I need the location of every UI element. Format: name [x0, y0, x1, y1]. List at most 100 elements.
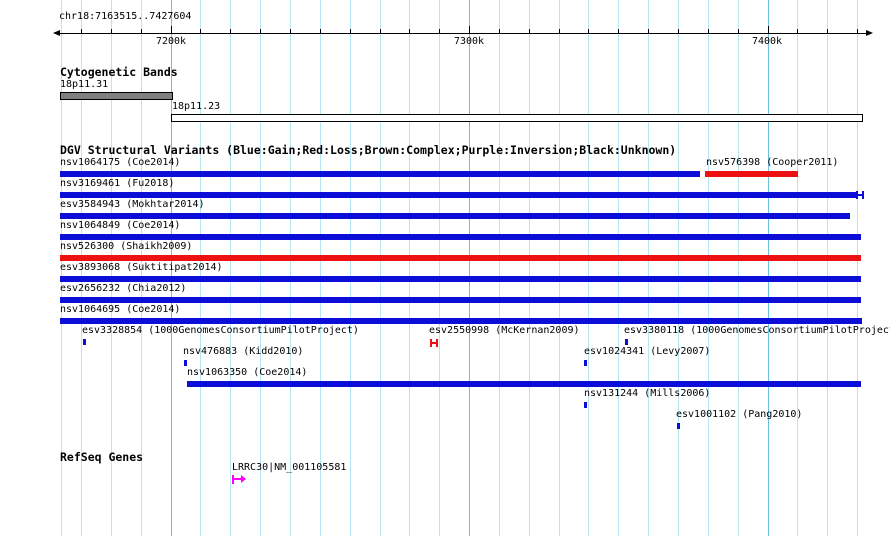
gridline-minor [230, 0, 231, 536]
ruler-tick [768, 26, 769, 33]
ruler-tick [827, 29, 828, 33]
ruler-tick [200, 29, 201, 33]
gridline-major [171, 0, 172, 536]
ruler-axis-line [60, 33, 866, 34]
variant-bar[interactable] [60, 297, 861, 303]
gridline-major [469, 0, 470, 536]
gridline-minor [588, 0, 589, 536]
gridline-minor [529, 0, 530, 536]
ruler-tick [678, 29, 679, 33]
ruler-left-arrow-icon [53, 30, 60, 36]
gridline-minor [499, 0, 500, 536]
ruler-right-arrow-icon [866, 30, 873, 36]
ruler-tick [260, 29, 261, 33]
ruler-tick [320, 29, 321, 33]
variant-label[interactable]: nsv576398 (Cooper2011) [706, 157, 839, 168]
variant-end-h-glyph[interactable] [856, 191, 864, 199]
ruler-tick [529, 29, 530, 33]
variant-label[interactable]: esv3584943 (Mokhtar2014) [60, 199, 205, 210]
variant-tick[interactable] [625, 339, 628, 345]
gridline-minor [260, 0, 261, 536]
gridline-minor [827, 0, 828, 536]
variant-label[interactable]: esv3328854 (1000GenomesConsortiumPilotPr… [82, 325, 359, 336]
ruler-tick [290, 29, 291, 33]
variant-label[interactable]: esv2656232 (Chia2012) [60, 283, 187, 294]
variant-tick[interactable] [584, 360, 587, 366]
gridline-minor [409, 0, 410, 536]
gridline-minor [618, 0, 619, 536]
variant-bar[interactable] [187, 381, 861, 387]
ruler-tick [81, 29, 82, 33]
cytoband-bar [171, 114, 863, 122]
variant-tick[interactable] [184, 360, 187, 366]
gridline-minor [290, 0, 291, 536]
ruler-tick [797, 29, 798, 33]
variant-bar[interactable] [60, 255, 861, 261]
variant-label[interactable]: nsv1063350 (Coe2014) [187, 367, 308, 378]
variant-label[interactable]: esv3893068 (Suktitipat2014) [60, 262, 223, 273]
variant-label[interactable]: nsv131244 (Mills2006) [584, 388, 711, 399]
cytogenetic-bands-title: Cytogenetic Bands [60, 65, 178, 79]
gridline-minor [81, 0, 82, 536]
gene-start-stem [232, 475, 234, 484]
variant-tick[interactable] [677, 423, 680, 429]
variant-label[interactable]: nsv3169461 (Fu2018) [60, 178, 175, 189]
ruler-tick-label: 7200k [155, 36, 187, 47]
ruler-tick [409, 29, 410, 33]
gridline-minor [141, 0, 142, 536]
ruler-tick [499, 29, 500, 33]
gridline-minor [738, 0, 739, 536]
variant-label[interactable]: nsv526300 (Shaikh2009) [60, 241, 193, 252]
ruler-tick [469, 26, 470, 33]
cytoband-label: 18p11.31 [60, 79, 109, 90]
ruler-tick [618, 29, 619, 33]
gridline-minor [350, 0, 351, 536]
ruler-tick-label: 7400k [751, 36, 783, 47]
variant-label[interactable]: nsv476883 (Kidd2010) [183, 346, 304, 357]
gene-strand-line [234, 478, 241, 480]
ruler-tick [439, 29, 440, 33]
variant-label[interactable]: esv3380118 (1000GenomesConsortiumPilotPr… [624, 325, 890, 336]
variant-bar[interactable] [705, 171, 798, 177]
variant-bar[interactable] [60, 234, 861, 240]
ruler-tick [648, 29, 649, 33]
gridline-minor [678, 0, 679, 536]
ruler-tick [708, 29, 709, 33]
ruler-tick [380, 29, 381, 33]
gridline-minor [559, 0, 560, 536]
variant-bar[interactable] [60, 276, 861, 282]
variant-label[interactable]: esv1001102 (Pang2010) [676, 409, 803, 420]
cytoband-label: 18p11.23 [172, 101, 221, 112]
variant-label[interactable]: esv2550998 (McKernan2009) [429, 325, 580, 336]
variant-tick[interactable] [83, 339, 86, 345]
ruler-tick [230, 29, 231, 33]
variant-bar[interactable] [60, 318, 862, 324]
ruler-tick [171, 26, 172, 33]
ruler-tick [111, 29, 112, 33]
dgv-track-title: DGV Structural Variants (Blue:Gain;Red:L… [60, 143, 677, 157]
variant-label[interactable]: esv1024341 (Levy2007) [584, 346, 711, 357]
gridline-minor [648, 0, 649, 536]
cytoband-bar [60, 92, 173, 100]
gridline-minor [320, 0, 321, 536]
gene-label[interactable]: LRRC30|NM_001105581 [232, 462, 347, 473]
variant-bar[interactable] [60, 213, 850, 219]
variant-label[interactable]: nsv1064175 (Coe2014) [60, 157, 181, 168]
ruler-tick [857, 29, 858, 33]
ruler-tick [738, 29, 739, 33]
gridline-minor [857, 0, 858, 536]
variant-bar[interactable] [60, 192, 856, 198]
gene-arrow-glyph[interactable] [232, 475, 246, 484]
variant-label[interactable]: nsv1064849 (Coe2014) [60, 220, 181, 231]
variant-bar[interactable] [60, 171, 700, 177]
gridline-minor [797, 0, 798, 536]
ruler-tick [141, 29, 142, 33]
variant-tick[interactable] [584, 402, 587, 408]
variant-label[interactable]: nsv1064695 (Coe2014) [60, 304, 181, 315]
ruler-tick-label: 7300k [453, 36, 485, 47]
variant-h-glyph[interactable] [430, 339, 438, 347]
gene-strand-arrowhead-icon [241, 475, 246, 483]
gridline-minor [439, 0, 440, 536]
ruler-tick [559, 29, 560, 33]
